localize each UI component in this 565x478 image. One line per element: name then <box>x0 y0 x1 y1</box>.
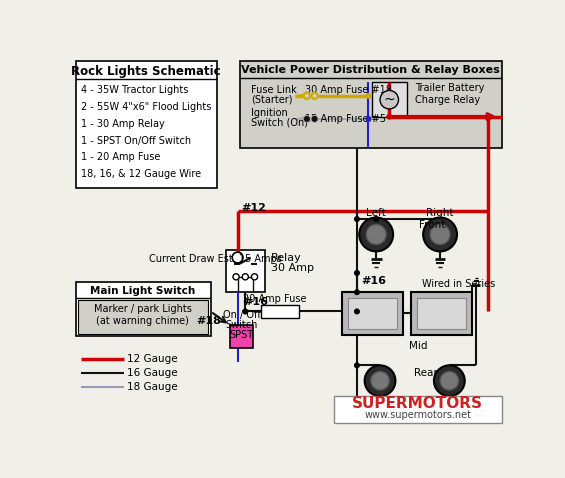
Circle shape <box>355 271 359 275</box>
Circle shape <box>312 117 317 121</box>
Circle shape <box>355 290 359 294</box>
Text: 30 Amp Fuse #18: 30 Amp Fuse #18 <box>305 85 392 95</box>
Circle shape <box>366 117 371 121</box>
Text: #18: #18 <box>195 315 221 326</box>
Text: Switch (On): Switch (On) <box>251 118 308 128</box>
Circle shape <box>251 274 258 280</box>
Circle shape <box>423 217 457 251</box>
Text: Current Draw Est. 15 Amps: Current Draw Est. 15 Amps <box>149 254 282 264</box>
Circle shape <box>304 116 310 122</box>
Text: 1 - 20 Amp Fuse: 1 - 20 Amp Fuse <box>81 152 160 163</box>
Circle shape <box>243 309 247 314</box>
Text: On / Off: On / Off <box>223 310 260 320</box>
Text: SPST: SPST <box>229 329 254 339</box>
Text: (Starter): (Starter) <box>251 95 292 105</box>
Text: Fuse Link: Fuse Link <box>251 85 297 95</box>
Circle shape <box>387 114 392 119</box>
Bar <box>341 292 403 335</box>
Circle shape <box>305 117 309 121</box>
Circle shape <box>233 274 239 280</box>
Text: Left: Left <box>366 208 386 218</box>
Circle shape <box>355 309 359 314</box>
Circle shape <box>374 217 379 221</box>
Text: 2 - 55W 4"x6" Flood Lights: 2 - 55W 4"x6" Flood Lights <box>81 102 212 112</box>
Text: 18 Gauge: 18 Gauge <box>128 382 178 392</box>
Circle shape <box>311 116 318 122</box>
Circle shape <box>440 371 459 390</box>
Text: 4 - 35W Tractor Lights: 4 - 35W Tractor Lights <box>81 85 189 95</box>
Text: Trailer Battery: Trailer Battery <box>415 83 484 93</box>
Circle shape <box>430 225 450 244</box>
Circle shape <box>355 217 359 221</box>
Text: 12 Gauge: 12 Gauge <box>128 354 178 364</box>
Text: #16: #16 <box>243 297 268 307</box>
Circle shape <box>434 365 465 396</box>
Circle shape <box>371 371 389 390</box>
Text: #16: #16 <box>361 276 386 286</box>
Circle shape <box>364 365 396 396</box>
Text: 16 Gauge: 16 Gauge <box>128 368 178 378</box>
Text: 30 Amp: 30 Amp <box>271 262 314 272</box>
Text: 1 - SPST On/Off Switch: 1 - SPST On/Off Switch <box>81 136 192 145</box>
Text: Switch: Switch <box>225 320 258 330</box>
Text: Charge Relay: Charge Relay <box>415 95 480 105</box>
Text: SUPERMOTORS: SUPERMOTORS <box>352 396 483 412</box>
Circle shape <box>304 93 310 99</box>
Text: 20 Amp Fuse: 20 Amp Fuse <box>243 294 306 304</box>
Circle shape <box>242 274 249 280</box>
Text: (at warning chime): (at warning chime) <box>97 315 189 326</box>
Bar <box>240 61 502 148</box>
Text: Marker / park Lights: Marker / park Lights <box>94 304 192 314</box>
Text: Ignition: Ignition <box>251 108 288 118</box>
Bar <box>334 396 502 423</box>
Bar <box>372 82 407 117</box>
Text: Relay: Relay <box>271 252 302 262</box>
Bar <box>78 300 208 334</box>
Text: 15 Amp Fuse #5: 15 Amp Fuse #5 <box>305 114 385 124</box>
Bar <box>226 250 264 292</box>
Text: Mid: Mid <box>409 341 428 351</box>
Text: Front: Front <box>419 220 445 230</box>
Circle shape <box>359 217 393 251</box>
Circle shape <box>366 225 386 244</box>
Text: Vehicle Power Distribution & Relay Boxes: Vehicle Power Distribution & Relay Boxes <box>241 65 500 76</box>
Circle shape <box>380 90 398 109</box>
Bar <box>230 326 253 348</box>
Text: #12: #12 <box>241 203 266 213</box>
Text: Rock Lights Schematic: Rock Lights Schematic <box>71 65 221 78</box>
Circle shape <box>311 93 318 99</box>
Bar <box>347 298 397 329</box>
Bar <box>417 298 466 329</box>
Bar <box>260 305 299 317</box>
Text: Wired in Series: Wired in Series <box>423 279 496 289</box>
Circle shape <box>355 363 359 368</box>
Circle shape <box>232 252 243 263</box>
Text: www.supermotors.net: www.supermotors.net <box>364 411 471 421</box>
Bar <box>76 282 211 336</box>
Bar <box>411 292 472 335</box>
Text: 18, 16, & 12 Gauge Wire: 18, 16, & 12 Gauge Wire <box>81 169 201 179</box>
Circle shape <box>366 94 371 98</box>
Text: Main Light Switch: Main Light Switch <box>90 286 195 296</box>
Text: 1 - 30 Amp Relay: 1 - 30 Amp Relay <box>81 119 165 129</box>
Bar <box>76 61 217 188</box>
Text: ~: ~ <box>384 93 395 107</box>
Text: Rear: Rear <box>414 368 438 378</box>
Text: Right: Right <box>427 208 454 218</box>
